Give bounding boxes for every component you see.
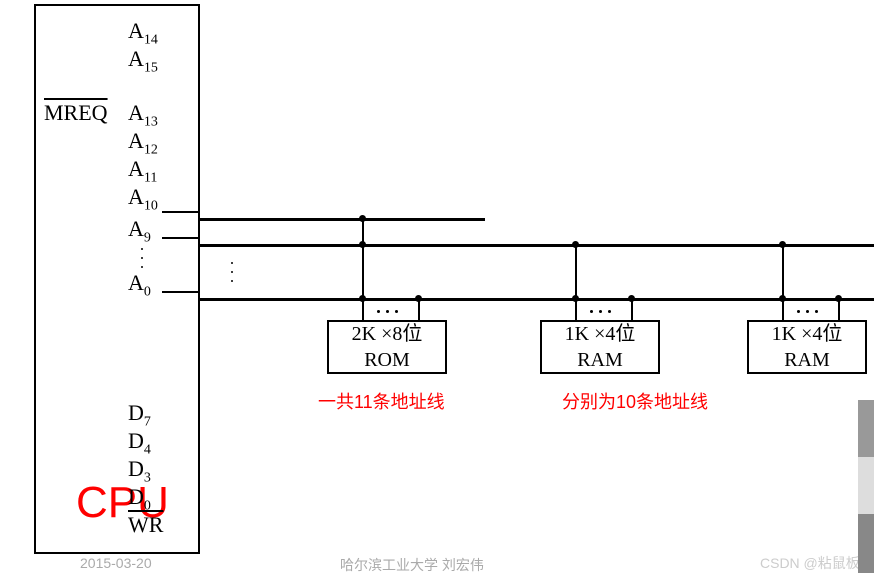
- pin-a15: A15: [128, 46, 158, 76]
- pin-a12: A12: [128, 128, 158, 158]
- chip-ram2-line2: RAM: [749, 347, 865, 373]
- pin-a0: A0: [128, 270, 151, 300]
- pin-a10: A10: [128, 184, 158, 214]
- pin-mreq: MREQ: [44, 100, 108, 126]
- bus-vdots: [230, 262, 234, 282]
- ram2-v1: [782, 244, 784, 320]
- pin-a11: A11: [128, 156, 157, 186]
- bus-a9: [200, 244, 874, 247]
- chip-ram1-line2: RAM: [542, 347, 658, 373]
- chip-rom-line2: ROM: [329, 347, 445, 373]
- chip-rom: 2K ×8位 ROM: [327, 320, 447, 374]
- chip-ram2-line1: 1K ×4位: [749, 321, 865, 347]
- rom-dot2: [359, 241, 366, 248]
- footer-text: 哈尔滨工业大学 刘宏伟: [340, 555, 484, 575]
- ram2-dot3: [835, 295, 842, 302]
- ram1-dot3: [628, 295, 635, 302]
- side-strip: [858, 400, 874, 573]
- chip-rom-line1: 2K ×8位: [329, 321, 445, 347]
- stub-a0: [162, 291, 200, 293]
- ram1-dot1: [572, 241, 579, 248]
- pin-a13: A13: [128, 100, 158, 130]
- ram2-dot2: [779, 295, 786, 302]
- pin-d3: D3: [128, 456, 151, 486]
- cpu-box: CPU: [34, 4, 200, 554]
- pin-d7: D7: [128, 400, 151, 430]
- addr-vdots: [140, 248, 144, 268]
- ram2-dot1: [779, 241, 786, 248]
- chip-ram1-line1: 1K ×4位: [542, 321, 658, 347]
- pin-a14: A14: [128, 18, 158, 48]
- pin-wr: WR: [128, 512, 163, 538]
- ram1-dot2: [572, 295, 579, 302]
- watermark: CSDN @粘鼠板: [760, 553, 860, 573]
- ram2-hdots: [797, 310, 818, 313]
- note-ram: 分别为10条地址线: [562, 388, 708, 414]
- rom-dot3: [359, 295, 366, 302]
- rom-v1: [362, 218, 364, 320]
- note-rom: 一共11条地址线: [318, 388, 445, 414]
- rom-dot1: [359, 215, 366, 222]
- pin-d4: D4: [128, 428, 151, 458]
- stub-a10: [162, 211, 200, 213]
- ram1-hdots: [590, 310, 611, 313]
- chip-ram2: 1K ×4位 RAM: [747, 320, 867, 374]
- rom-hdots: [377, 310, 398, 313]
- bus-a0: [200, 298, 874, 301]
- chip-ram1: 1K ×4位 RAM: [540, 320, 660, 374]
- ram1-v1: [575, 244, 577, 320]
- stub-a9: [162, 237, 200, 239]
- pin-a9: A9: [128, 216, 151, 246]
- rom-dot4: [415, 295, 422, 302]
- footer-date: 2015-03-20: [80, 555, 152, 571]
- bus-a10: [200, 218, 485, 221]
- pin-d0: D0: [128, 484, 151, 514]
